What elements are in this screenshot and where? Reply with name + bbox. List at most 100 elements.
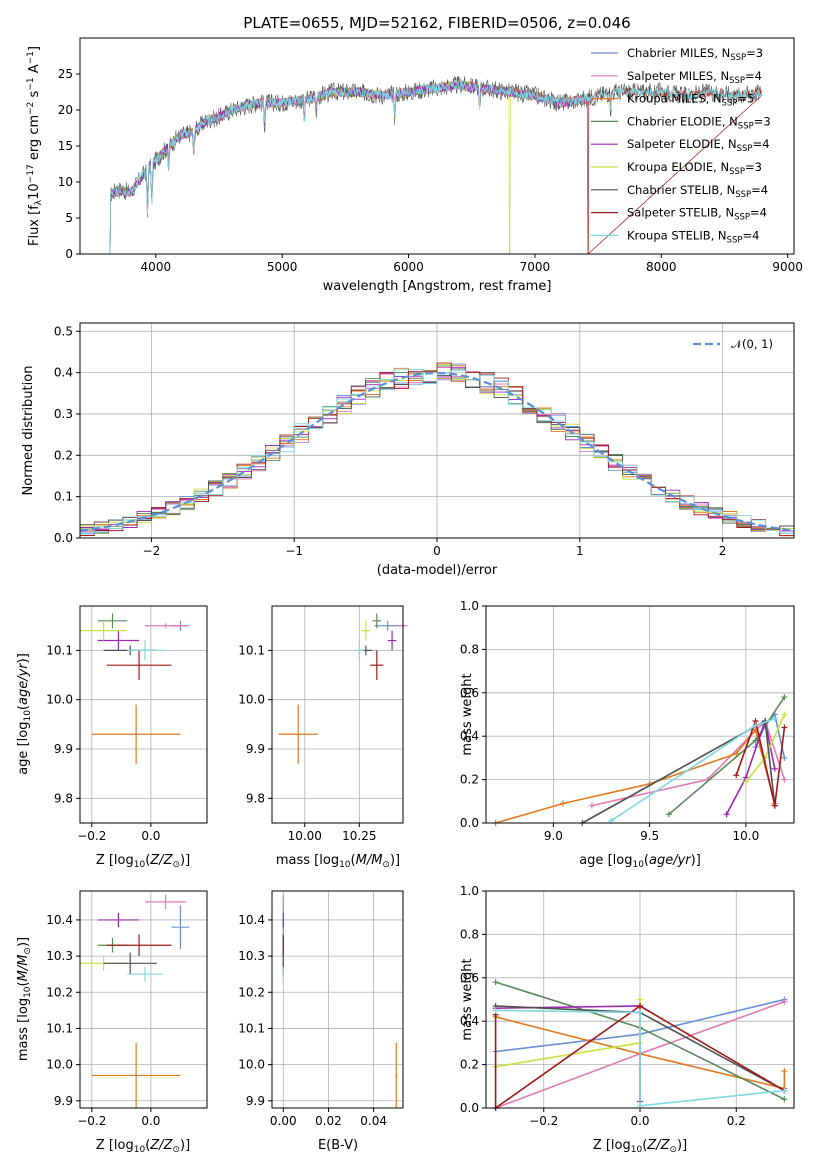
spectrum-frame — [79, 37, 795, 255]
x-tick-label: 2 — [719, 544, 727, 558]
mass_weight_vs_age-ylabel: mass weight — [460, 673, 475, 755]
mass_weight_vs_age-series — [492, 694, 788, 826]
normal-legend-label: 𝒩(0, 1) — [731, 337, 773, 351]
y-tick-label: 0.6 — [460, 971, 479, 985]
y-tick-label: 10.2 — [238, 985, 265, 999]
weight-series — [495, 1016, 786, 1090]
y-tick-label: 10.1 — [46, 1021, 73, 1035]
y-tick-label: 10.3 — [238, 949, 265, 963]
legend-entry: Chabrier MILES, NSSP=3 — [627, 46, 763, 63]
y-tick-label: 20 — [58, 103, 73, 117]
y-tick-label: 0.2 — [460, 773, 479, 787]
x-tick-label: 8000 — [646, 260, 677, 274]
x-tick-label: −0.2 — [529, 1114, 558, 1128]
weight-series — [735, 718, 786, 806]
legend-entry: Kroupa MILES, NSSP=5 — [627, 92, 754, 109]
x-tick-label: 1 — [576, 544, 584, 558]
age_vs_Z-errorbars — [80, 613, 190, 764]
residuals-ylabel: Normed distribution — [21, 366, 36, 496]
figure-title: PLATE=0655, MJD=52162, FIBERID=0506, z=0… — [243, 14, 630, 32]
y-tick-label: 15 — [58, 139, 73, 153]
legend-entry: Chabrier STELIB, NSSP=4 — [627, 183, 768, 200]
x-tick-label: 6000 — [393, 260, 424, 274]
y-tick-label: 10.1 — [46, 643, 73, 657]
weight-series — [495, 1009, 785, 1107]
y-tick-label: 0 — [65, 247, 73, 261]
age_vs_mass-frame — [271, 605, 404, 824]
weight-series — [494, 1005, 785, 1110]
legend-entry: Salpeter STELIB, NSSP=4 — [627, 206, 767, 223]
y-tick-label: 10.1 — [238, 643, 265, 657]
mass_weight_vs_Z-ylabel: mass weight — [460, 958, 475, 1040]
x-tick-label: 0.02 — [315, 1114, 342, 1128]
mass_vs_Z-axes: −0.2 0.0 9.9 10.0 10.1 10.2 10.3 10.4 — [46, 891, 207, 1128]
x-tick-label: 0.0 — [141, 1114, 160, 1128]
y-tick-label: 10.2 — [46, 985, 73, 999]
normal-curve — [79, 371, 795, 532]
x-tick-label: 0.00 — [270, 1114, 297, 1128]
x-tick-label: 7000 — [520, 260, 551, 274]
y-tick-label: 5 — [65, 211, 73, 225]
x-tick-label: 0.04 — [360, 1114, 387, 1128]
spectrum-series — [109, 80, 763, 255]
x-tick-label: 9000 — [772, 260, 803, 274]
y-tick-label: 10 — [58, 175, 73, 189]
y-tick-label: 1.0 — [460, 884, 479, 898]
y-tick-label: 0.2 — [54, 448, 73, 462]
y-tick-label: 9.9 — [246, 1094, 265, 1108]
age_vs_Z-ylabel: age [log10(age/yr)] — [16, 653, 33, 775]
residuals-xlabel: (data-model)/error — [377, 563, 498, 578]
mass_vs_Z-xlabel: Z [log10(Z/Z⊙)] — [96, 1138, 190, 1155]
y-tick-label: 10.3 — [46, 949, 73, 963]
age_vs_Z-xlabel: Z [log10(Z/Z⊙)] — [96, 853, 190, 870]
y-tick-label: 0.4 — [54, 366, 73, 380]
y-tick-label: 10.0 — [46, 1058, 73, 1072]
spectrum-legend: Chabrier MILES, NSSP=3 Salpeter MILES, NS… — [591, 46, 771, 245]
y-tick-label: 25 — [58, 67, 73, 81]
x-tick-label: −1 — [285, 544, 303, 558]
y-tick-label: 10.1 — [238, 1021, 265, 1035]
y-tick-label: 0.4 — [460, 729, 479, 743]
x-tick-label: 10.0 — [733, 829, 760, 843]
histogram-series — [80, 362, 794, 537]
x-tick-label: 10.00 — [288, 829, 322, 843]
age_vs_mass-axes: 10.00 10.25 9.8 9.9 10.0 10.1 — [238, 606, 403, 843]
spectrum-series — [109, 80, 589, 255]
spectrum-ylabel: Flux [fλ10−17 erg cm−2 s−1 A−1] — [26, 46, 44, 246]
y-tick-label: 9.9 — [246, 742, 265, 756]
mass_weight_vs_age-xlabel: age [log10(age/yr)] — [579, 853, 701, 870]
y-tick-label: 0.5 — [54, 324, 73, 338]
histogram-series — [80, 368, 794, 535]
x-tick-label: 5000 — [267, 260, 298, 274]
y-tick-label: 9.9 — [54, 742, 73, 756]
y-tick-label: 9.9 — [54, 1094, 73, 1108]
mass_vs_Z-errorbars — [80, 894, 190, 1108]
y-tick-label: 0.0 — [460, 1101, 479, 1115]
mass_vs_Z-ylabel: mass [log10(M/M⊙)] — [16, 937, 33, 1061]
weight-series — [725, 717, 776, 815]
residual-histograms — [80, 362, 794, 537]
legend-entry: Salpeter MILES, NSSP=4 — [627, 69, 762, 86]
y-tick-label: 0.2 — [460, 1058, 479, 1072]
age_vs_Z-frame — [79, 605, 208, 824]
y-tick-label: 10.0 — [238, 693, 265, 707]
age_vs_mass-errorbars — [278, 613, 408, 764]
legend-entry: Kroupa ELODIE, NSSP=3 — [627, 160, 762, 177]
y-tick-label: 9.8 — [246, 791, 265, 805]
mass_vs_Z-frame — [79, 890, 208, 1109]
age_vs_mass-xlabel: mass [log10(M/M⊙)] — [276, 853, 400, 870]
x-tick-label: 0 — [433, 544, 441, 558]
mass_weight_vs_Z-series — [492, 979, 788, 1111]
legend-entry: Chabrier ELODIE, NSSP=3 — [627, 114, 771, 131]
legend-entry: Salpeter ELODIE, NSSP=4 — [627, 137, 770, 154]
y-tick-label: 10.0 — [238, 1058, 265, 1072]
y-tick-label: 0.0 — [460, 816, 479, 830]
x-tick-label: 9.0 — [544, 829, 563, 843]
y-tick-label: 0.3 — [54, 407, 73, 421]
x-tick-label: −2 — [143, 544, 161, 558]
legend-entry: Kroupa STELIB, NSSP=4 — [627, 228, 759, 245]
x-tick-label: 0.0 — [141, 829, 160, 843]
y-tick-label: 0.8 — [460, 642, 479, 656]
